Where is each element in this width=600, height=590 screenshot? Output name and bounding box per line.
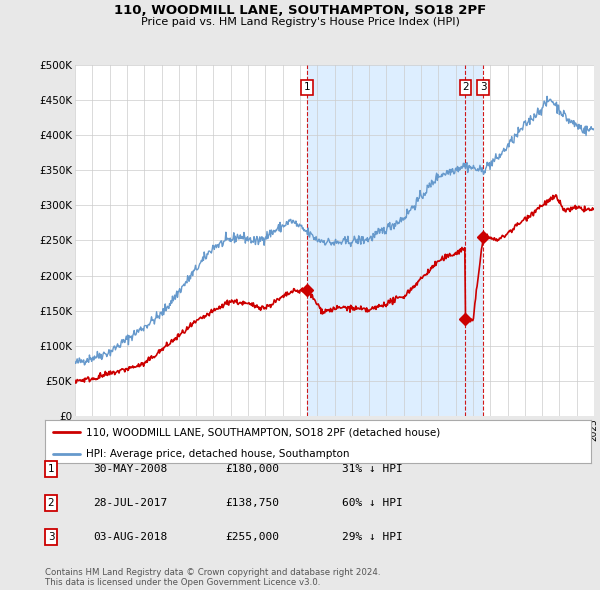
Text: 110, WOODMILL LANE, SOUTHAMPTON, SO18 2PF: 110, WOODMILL LANE, SOUTHAMPTON, SO18 2P…	[114, 4, 486, 17]
Bar	[307, 65, 483, 416]
Text: 2: 2	[47, 498, 55, 507]
Text: 31% ↓ HPI: 31% ↓ HPI	[342, 464, 403, 474]
Text: 3: 3	[480, 83, 487, 93]
Text: HPI: Average price, detached house, Southampton: HPI: Average price, detached house, Sout…	[86, 448, 349, 458]
Text: 60% ↓ HPI: 60% ↓ HPI	[342, 498, 403, 507]
Text: 2: 2	[462, 83, 469, 93]
Text: 03-AUG-2018: 03-AUG-2018	[93, 532, 167, 542]
Text: £180,000: £180,000	[225, 464, 279, 474]
Text: 29% ↓ HPI: 29% ↓ HPI	[342, 532, 403, 542]
Text: 3: 3	[47, 532, 55, 542]
Text: 28-JUL-2017: 28-JUL-2017	[93, 498, 167, 507]
Text: 110, WOODMILL LANE, SOUTHAMPTON, SO18 2PF (detached house): 110, WOODMILL LANE, SOUTHAMPTON, SO18 2P…	[86, 427, 440, 437]
Text: 1: 1	[304, 83, 310, 93]
Text: £138,750: £138,750	[225, 498, 279, 507]
Text: 30-MAY-2008: 30-MAY-2008	[93, 464, 167, 474]
Text: £255,000: £255,000	[225, 532, 279, 542]
Text: Price paid vs. HM Land Registry's House Price Index (HPI): Price paid vs. HM Land Registry's House …	[140, 17, 460, 27]
Text: Contains HM Land Registry data © Crown copyright and database right 2024.
This d: Contains HM Land Registry data © Crown c…	[45, 568, 380, 587]
Text: 1: 1	[47, 464, 55, 474]
